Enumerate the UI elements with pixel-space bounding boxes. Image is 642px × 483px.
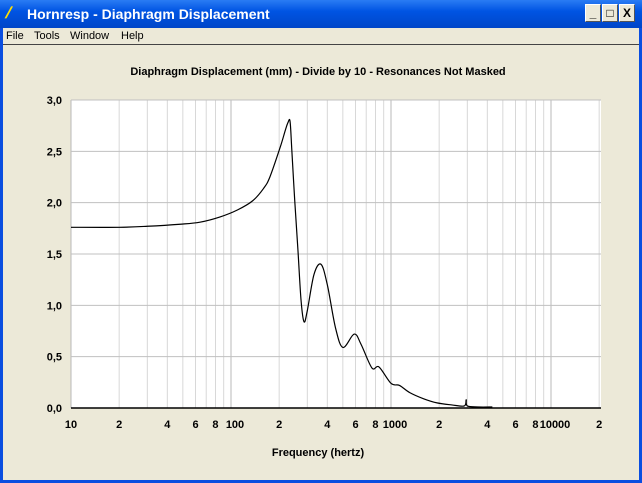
maximize-button[interactable]: □ xyxy=(602,4,618,22)
x-tick-label: 2 xyxy=(436,419,442,431)
x-tick-label: 1000 xyxy=(383,419,407,431)
x-tick-label: 8 xyxy=(372,419,378,431)
menu-help[interactable]: Help xyxy=(121,30,144,42)
x-tick-label: 6 xyxy=(512,419,518,431)
y-tick-label: 1,5 xyxy=(47,249,62,261)
displacement-series-line xyxy=(70,118,493,408)
y-tick-label: 0,0 xyxy=(47,403,62,415)
y-tick-label: 0,5 xyxy=(47,352,62,364)
y-tick-label: 2,0 xyxy=(47,198,62,210)
x-tick-label: 6 xyxy=(352,419,358,431)
title-bar[interactable]: / Hornresp - Diaphragm Displacement _ □ … xyxy=(0,0,642,28)
x-tick-label: 8 xyxy=(212,419,218,431)
x-tick-label: 8 xyxy=(532,419,538,431)
y-tick-label: 1,0 xyxy=(47,300,62,312)
x-tick-label: 4 xyxy=(164,419,171,431)
x-tick-label: 2 xyxy=(596,419,602,431)
x-tick-label: 4 xyxy=(324,419,331,431)
minimize-button[interactable]: _ xyxy=(585,4,601,22)
chart-title: Diaphragm Displacement (mm) - Divide by … xyxy=(130,66,506,78)
close-button[interactable]: X xyxy=(619,4,635,22)
y-tick-label: 2,5 xyxy=(47,146,62,158)
x-tick-label: 6 xyxy=(192,419,198,431)
x-tick-label: 100 xyxy=(226,419,244,431)
x-axis-label: Frequency (hertz) xyxy=(271,447,365,459)
y-tick-label: 3,0 xyxy=(47,95,62,107)
x-tick-label: 10000 xyxy=(540,419,571,431)
x-tick-label: 2 xyxy=(116,419,122,431)
menu-tools[interactable]: Tools xyxy=(34,30,60,42)
menu-file[interactable]: File xyxy=(6,30,24,42)
menu-window[interactable]: Window xyxy=(70,30,110,42)
x-tick-label: 10 xyxy=(65,419,77,431)
x-tick-label: 2 xyxy=(276,419,282,431)
menu-bar: File Tools Window Help xyxy=(3,28,639,45)
x-tick-label: 4 xyxy=(484,419,491,431)
window-title: Hornresp - Diaphragm Displacement xyxy=(27,6,270,22)
